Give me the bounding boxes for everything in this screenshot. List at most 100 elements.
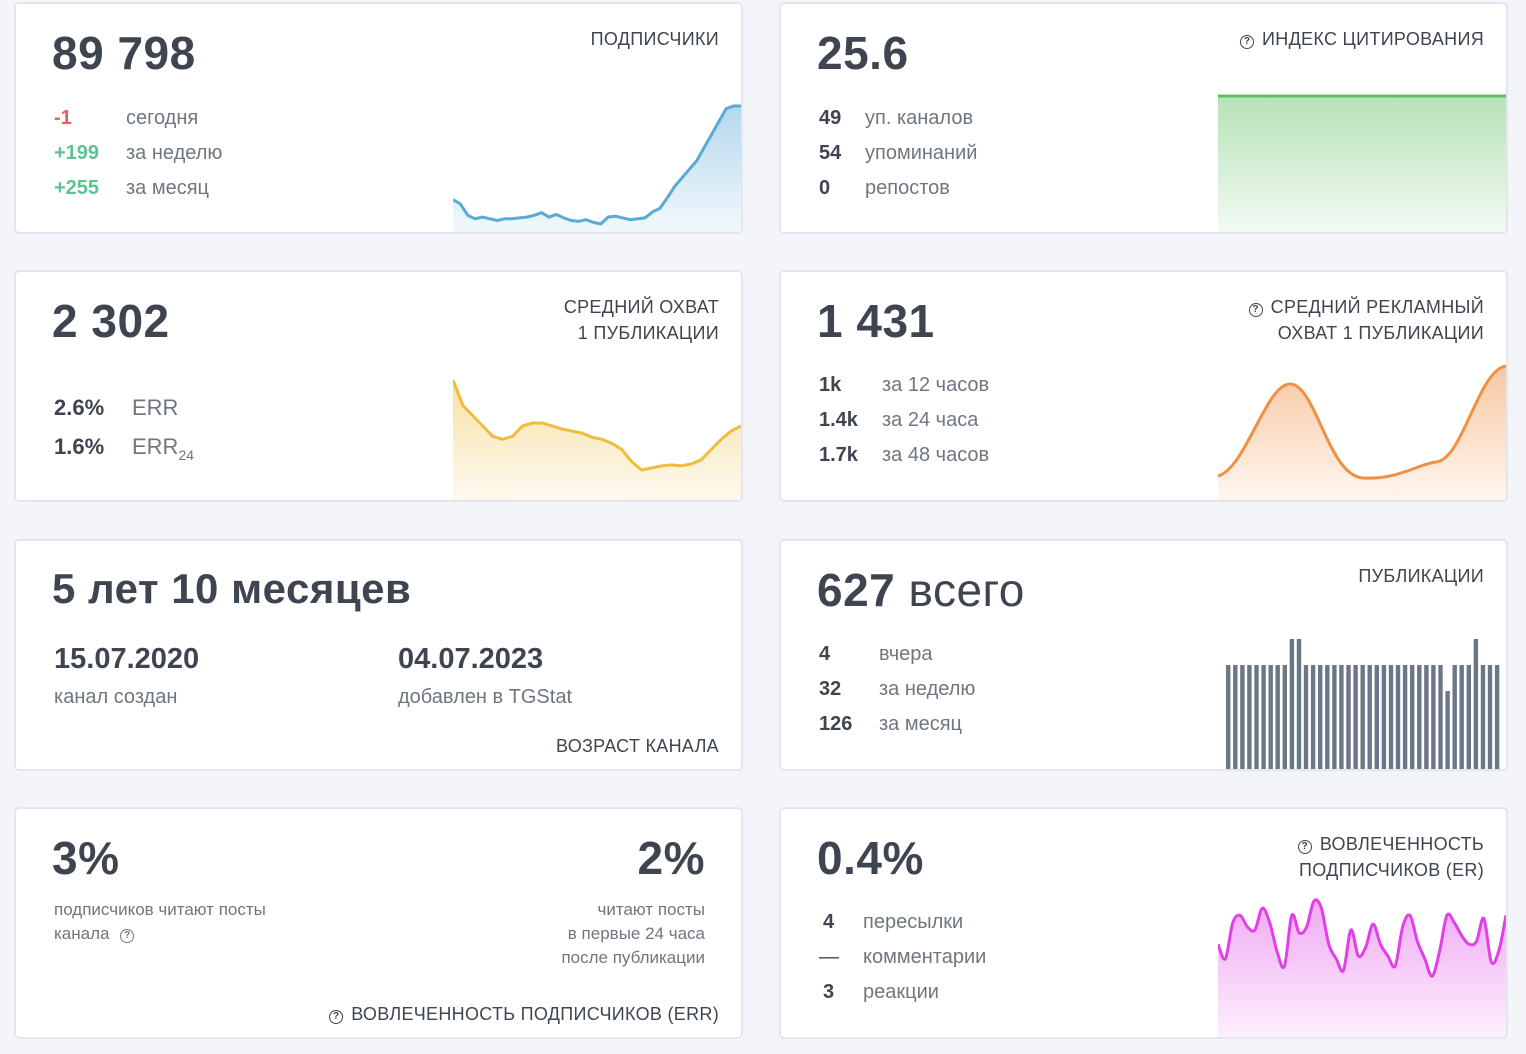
reach-label: СРЕДНИЙ ОХВАТ 1 ПУБЛИКАЦИИ: [564, 294, 719, 346]
reach-card[interactable]: 2 302 СРЕДНИЙ ОХВАТ 1 ПУБЛИКАЦИИ 2.6% ER…: [14, 270, 743, 502]
citation-reposts-text: репостов: [865, 177, 950, 199]
question-circle-icon[interactable]: ?: [120, 929, 135, 943]
err-left-value: 3%: [52, 832, 120, 884]
ad-reach-card[interactable]: 1 431 ? СРЕДНИЙ РЕКЛАМНЫЙ ОХВАТ 1 ПУБЛИКА…: [779, 270, 1508, 502]
citation-channels-text: уп. каналов: [865, 107, 974, 129]
publications-bar: [1424, 665, 1429, 769]
publications-bar: [1303, 665, 1309, 769]
publications-week-text: за неделю: [879, 678, 976, 700]
ad-reach-label: ? СРЕДНИЙ РЕКЛАМНЫЙ ОХВАТ 1 ПУБЛИКАЦИИ: [1248, 294, 1484, 346]
err-right-text: читают посты в первые 24 часа после публ…: [561, 898, 705, 970]
subscribers-area: [453, 106, 741, 232]
reach-err-text: ERR: [132, 395, 179, 420]
subscribers-card[interactable]: 89 798 ПОДПИСЧИКИ -1 сегодня +199 за нед…: [14, 2, 743, 234]
er-label-line1: ВОВЛЕЧЕННОСТЬ: [1319, 834, 1484, 854]
citation-card[interactable]: 25.6 ? ИНДЕКС ЦИТИРОВАНИЯ 49 уп. каналов …: [779, 2, 1508, 234]
publications-bar: [1296, 639, 1302, 769]
er-comments-value: —: [819, 946, 839, 968]
publications-week-value: 32: [819, 678, 842, 700]
publications-bar: [1480, 665, 1486, 769]
err-card[interactable]: 3% подписчиков читают посты канала ? 2% …: [14, 807, 743, 1039]
er-area: [1218, 899, 1506, 1037]
subscribers-month-text: за месяц: [126, 177, 210, 199]
ad-reach-chart: [1218, 364, 1506, 500]
publications-bar: [1388, 665, 1394, 769]
publications-bar: [1494, 665, 1500, 769]
publications-bar: [1353, 665, 1358, 769]
publications-bar-chart: [1226, 639, 1500, 769]
question-circle-icon[interactable]: ?: [329, 1010, 344, 1024]
citation-mentions-value: 54: [819, 142, 842, 164]
age-card[interactable]: 5 лет 10 месяцев 15.07.2020 канал создан…: [14, 539, 743, 771]
err-left-text: подписчиков читают посты канала ?: [54, 898, 266, 946]
question-circle-icon[interactable]: ?: [1248, 303, 1263, 317]
ad-reach-48h-value: 1.7k: [819, 444, 858, 466]
question-circle-icon[interactable]: ?: [1297, 840, 1312, 854]
ad-reach-24h-value: 1.4k: [819, 409, 858, 431]
ad-reach-24h-text: за 24 часа: [882, 409, 979, 431]
subscribers-today-value: -1: [54, 107, 72, 129]
reach-area: [453, 380, 741, 500]
publications-bar: [1310, 665, 1316, 769]
er-line: [1218, 898, 1506, 978]
err-left-line2: канала: [54, 924, 110, 943]
reach-line: [453, 379, 741, 472]
er-comments-text: комментарии: [863, 946, 987, 968]
publications-bar: [1367, 665, 1372, 769]
publications-bar: [1254, 665, 1259, 769]
publications-bar: [1325, 665, 1330, 769]
er-value: 0.4%: [817, 832, 924, 884]
publications-value: 627 всего: [817, 564, 1025, 616]
publications-bar: [1261, 665, 1266, 769]
err-right-line3: после публикации: [561, 948, 705, 967]
err-right-value: 2%: [637, 832, 705, 884]
publications-bar: [1473, 639, 1479, 769]
publications-bar: [1402, 665, 1408, 769]
ad-reach-label-line1: СРЕДНИЙ РЕКЛАМНЫЙ: [1270, 297, 1484, 317]
reach-err24-value: 1.6%: [54, 434, 105, 459]
publications-bar: [1374, 665, 1379, 769]
ad-reach-12h-value: 1k: [819, 374, 842, 396]
publications-bar: [1332, 665, 1337, 769]
citation-channels-value: 49: [819, 107, 842, 129]
er-card[interactable]: 0.4% ? ВОВЛЕЧЕННОСТЬ ПОДПИСЧИКОВ (ER) 4 п…: [779, 807, 1508, 1039]
er-forwards-text: пересылки: [863, 911, 964, 933]
citation-value: 25.6: [817, 27, 909, 79]
er-reactions-text: реакции: [863, 981, 939, 1003]
publications-bar: [1459, 665, 1464, 769]
publications-bar: [1275, 665, 1280, 769]
publications-bar: [1339, 665, 1344, 769]
err-label: ? ВОВЛЕЧЕННОСТЬ ПОДПИСЧИКОВ (ERR): [329, 1001, 719, 1027]
subscribers-today-text: сегодня: [126, 107, 199, 129]
publications-bar: [1289, 639, 1295, 769]
publications-bar: [1431, 665, 1436, 769]
publications-bar: [1233, 665, 1238, 769]
publications-bar: [1346, 665, 1351, 769]
err-right-line1: читают посты: [597, 900, 705, 919]
publications-bar: [1247, 665, 1252, 769]
subscribers-label: ПОДПИСЧИКИ: [590, 29, 719, 49]
publications-bar: [1410, 665, 1415, 769]
citation-mentions-text: упоминаний: [865, 142, 978, 164]
publications-bar: [1445, 691, 1450, 769]
subscribers-month-value: +255: [54, 177, 100, 199]
publications-bar: [1318, 665, 1323, 769]
er-reactions-value: 3: [823, 981, 835, 1003]
publications-bar: [1240, 665, 1245, 769]
reach-label-line2: 1 ПУБЛИКАЦИИ: [577, 323, 719, 343]
citation-area: [1218, 96, 1506, 232]
publications-bar: [1268, 665, 1273, 769]
publications-bar: [1360, 665, 1365, 769]
citation-chart: [1218, 94, 1506, 232]
publications-card[interactable]: 627 всего ПУБЛИКАЦИИ 4 вчера 32 за недел…: [779, 539, 1508, 771]
question-circle-icon[interactable]: ?: [1240, 35, 1255, 49]
ad-reach-line: [1218, 364, 1506, 480]
ad-reach-12h-text: за 12 часов: [882, 374, 990, 396]
publications-bar: [1381, 665, 1387, 769]
publications-bar: [1417, 665, 1422, 769]
er-label: ? ВОВЛЕЧЕННОСТЬ ПОДПИСЧИКОВ (ER): [1297, 831, 1484, 883]
subscribers-sparkline: [453, 104, 741, 232]
citation-label: ИНДЕКС ЦИТИРОВАНИЯ: [1262, 29, 1484, 49]
ad-reach-label-line2: ОХВАТ 1 ПУБЛИКАЦИИ: [1277, 323, 1484, 343]
publications-month-text: за месяц: [879, 713, 963, 735]
